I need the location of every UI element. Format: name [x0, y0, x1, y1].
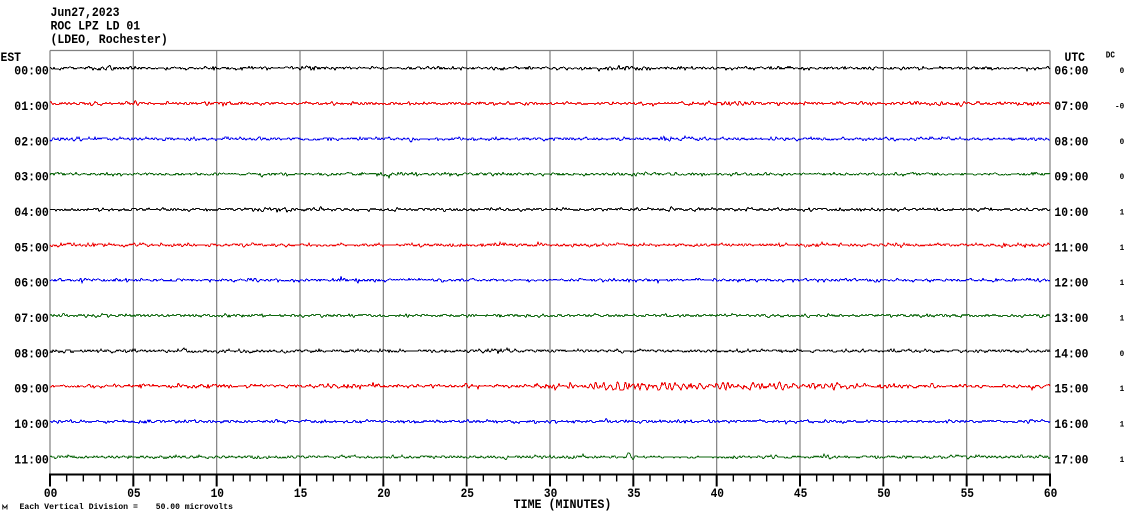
svg-text:40: 40 [711, 486, 725, 501]
svg-text:15:00: 15:00 [1054, 382, 1088, 397]
svg-text:50.00 microvolts: 50.00 microvolts [156, 502, 233, 512]
svg-text:12:00: 12:00 [1054, 276, 1088, 291]
svg-text:1: 1 [1120, 278, 1125, 288]
svg-text:45: 45 [794, 486, 808, 501]
svg-text:0: 0 [1120, 137, 1125, 147]
svg-text:25: 25 [461, 486, 475, 501]
svg-text:10: 10 [211, 486, 225, 501]
svg-text:1: 1 [1120, 243, 1125, 253]
svg-text:04:00: 04:00 [14, 205, 49, 220]
svg-text:55: 55 [961, 486, 975, 501]
svg-text:17:00: 17:00 [1054, 452, 1088, 467]
svg-text:11:00: 11:00 [14, 452, 49, 467]
svg-text:00:00: 00:00 [14, 64, 49, 79]
svg-text:09:00: 09:00 [1054, 170, 1088, 185]
svg-text:-0: -0 [1115, 102, 1124, 112]
svg-text:00: 00 [44, 486, 58, 501]
svg-text:03:00: 03:00 [14, 170, 49, 185]
svg-text:08:00: 08:00 [1054, 134, 1088, 149]
svg-text:35: 35 [627, 486, 641, 501]
svg-text:UTC: UTC [1065, 50, 1086, 65]
svg-text:1: 1 [1120, 314, 1125, 324]
svg-text:16:00: 16:00 [1054, 417, 1088, 432]
svg-text:06:00: 06:00 [1054, 64, 1088, 79]
svg-text:13:00: 13:00 [1054, 311, 1088, 326]
svg-text:20: 20 [377, 486, 391, 501]
svg-text:0: 0 [1120, 172, 1125, 182]
svg-text:TIME (MINUTES): TIME (MINUTES) [514, 497, 612, 512]
svg-text:08:00: 08:00 [14, 346, 49, 361]
svg-text:1: 1 [1120, 208, 1125, 218]
svg-text:0: 0 [1120, 349, 1125, 359]
svg-text:06:00: 06:00 [14, 276, 49, 291]
svg-text:14:00: 14:00 [1054, 346, 1088, 361]
svg-text:1: 1 [1120, 384, 1125, 394]
svg-text:(LDEO, Rochester): (LDEO, Rochester) [51, 32, 168, 47]
svg-text:DC: DC [1106, 51, 1116, 61]
svg-text:02:00: 02:00 [14, 134, 49, 149]
svg-text:09:00: 09:00 [14, 382, 49, 397]
svg-text:0: 0 [1120, 66, 1125, 76]
svg-text:30: 30 [544, 486, 558, 501]
svg-text:1: 1 [1120, 455, 1125, 465]
svg-text:ROC LPZ LD 01: ROC LPZ LD 01 [51, 18, 141, 33]
svg-text:50: 50 [877, 486, 891, 501]
svg-text:EST: EST [1, 50, 22, 65]
svg-text:15: 15 [294, 486, 308, 501]
svg-text:10:00: 10:00 [1054, 205, 1088, 220]
svg-text:60: 60 [1044, 486, 1058, 501]
svg-text:05:00: 05:00 [14, 240, 49, 255]
svg-text:05: 05 [127, 486, 141, 501]
svg-text:Each Vertical Division =: Each Vertical Division = [20, 502, 139, 512]
svg-text:11:00: 11:00 [1054, 240, 1088, 255]
svg-text:Jun27,2023: Jun27,2023 [51, 5, 120, 20]
svg-text:10:00: 10:00 [14, 417, 49, 432]
svg-text:01:00: 01:00 [14, 99, 49, 114]
svg-text:1: 1 [1120, 420, 1125, 430]
svg-text:07:00: 07:00 [14, 311, 49, 326]
svg-text:07:00: 07:00 [1054, 99, 1088, 114]
